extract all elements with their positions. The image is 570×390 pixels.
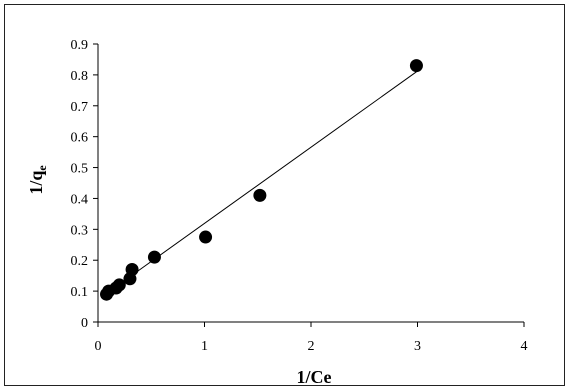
- y-axis-title-main: 1/q: [26, 171, 46, 195]
- x-axis-title: 1/Ce: [297, 367, 332, 387]
- y-tick-label: 0.8: [71, 69, 89, 84]
- y-tick-label: 0.4: [71, 192, 89, 207]
- data-point: [253, 188, 267, 202]
- y-ticks: 0 0.1 0.2 0.3 0.4 0.5 0.6 0.7 0.8 0.9: [71, 38, 98, 331]
- x-ticks: 0 1 2 3 4: [95, 322, 528, 354]
- y-tick-label: 0: [81, 316, 88, 331]
- x-tick-label: 4: [521, 339, 528, 354]
- data-point: [112, 278, 126, 292]
- data-point: [147, 250, 161, 264]
- trendline: [103, 71, 417, 297]
- data-point: [409, 59, 423, 73]
- axes: [97, 44, 524, 323]
- y-axis-title: 1/qe: [26, 165, 49, 195]
- y-tick-label: 0.7: [71, 100, 89, 115]
- y-axis-title-subscript: e: [35, 165, 49, 171]
- trendline-group: [103, 71, 417, 297]
- y-tick-label: 0.1: [71, 285, 89, 300]
- x-tick-label: 1: [201, 339, 208, 354]
- x-tick-label: 2: [308, 339, 315, 354]
- data-points: [100, 59, 423, 301]
- x-tick-label: 0: [95, 339, 102, 354]
- y-tick-label: 0.2: [71, 254, 89, 269]
- y-tick-label: 0.9: [71, 38, 89, 53]
- x-tick-label: 3: [414, 339, 421, 354]
- y-tick-label: 0.5: [71, 162, 89, 177]
- data-point: [199, 230, 213, 244]
- y-tick-label: 0.6: [71, 131, 89, 146]
- y-tick-label: 0.3: [71, 223, 89, 238]
- data-point: [125, 262, 139, 276]
